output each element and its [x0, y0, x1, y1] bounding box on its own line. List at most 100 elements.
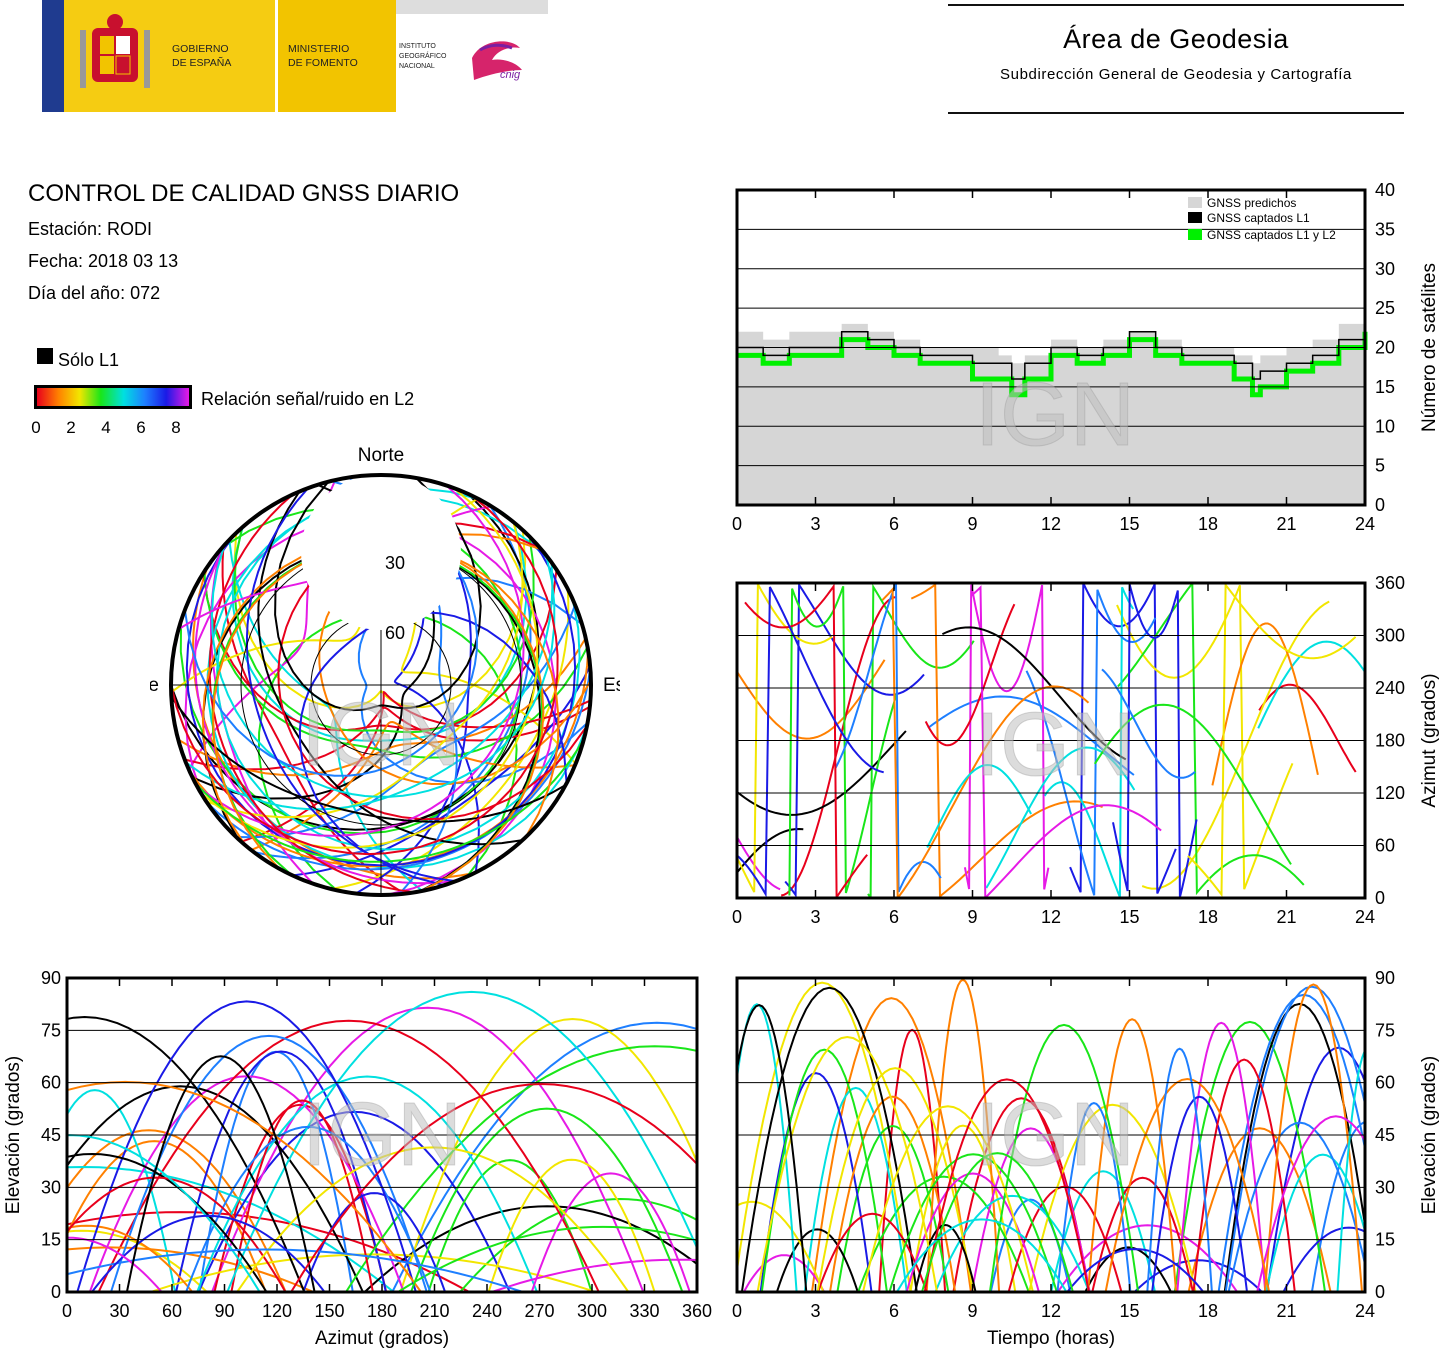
x-tick-label: 0 [732, 1301, 742, 1321]
legend-swatch [1188, 229, 1202, 240]
elevation-azimuth-track [397, 1225, 697, 1292]
elevation-azimuth-track [150, 1253, 596, 1292]
azimuth-track [1116, 584, 1294, 890]
elevation-time-track [811, 997, 972, 1292]
x-tick-label: 6 [889, 514, 899, 534]
y-tick-label: 240 [1375, 678, 1405, 698]
elevation-time-track [1336, 1049, 1365, 1292]
ign-watermark: IGN [302, 1085, 462, 1185]
y-tick-label: 90 [1375, 968, 1395, 988]
y-tick-label: 180 [1375, 731, 1405, 751]
institutional-logo-bar: GOBIERNO DE ESPAÑA MINISTERIO DE FOMENTO… [42, 0, 548, 112]
elevation-time-track [923, 1078, 1090, 1292]
y-tick-label: 15 [1375, 1230, 1395, 1250]
elevation-azimuth-track [185, 1125, 432, 1292]
x-tick-label: 3 [810, 514, 820, 534]
direction-label-west: Oeste [150, 675, 159, 696]
x-tick-label: 6 [889, 907, 899, 927]
snr-tick-label: 0 [31, 418, 40, 437]
azimuth-track [1258, 683, 1357, 773]
azimuth-tracks [737, 583, 1365, 898]
direction-label-north: Norte [358, 445, 404, 466]
elevation-time-track [1104, 1077, 1271, 1292]
cnig-logo-icon: cnig [472, 41, 522, 81]
elevation-azimuth-track [125, 1055, 316, 1292]
skyplot-track [185, 562, 554, 811]
y-tick-label: 0 [51, 1282, 61, 1302]
elevation-time-track [1146, 1047, 1213, 1292]
elevation-time-track [914, 1223, 977, 1292]
x-tick-label: 24 [1355, 514, 1375, 534]
azimuth-track [963, 584, 1050, 890]
elevation-time-track [740, 986, 918, 1292]
elevation-time-track [737, 981, 912, 1292]
x-tick-label: 3 [810, 907, 820, 927]
x-tick-label: 18 [1198, 1301, 1218, 1321]
elevation-time-track [742, 1254, 826, 1292]
elevation-time-track [803, 1086, 908, 1292]
azimuth-track [1069, 583, 1177, 894]
elevation-time-track [1223, 1002, 1365, 1292]
elevation-azimuth-track [67, 1129, 287, 1292]
elevation-azimuth-track [67, 1211, 470, 1292]
elevation-time-track [1227, 1121, 1365, 1292]
skyplot-track [210, 544, 556, 798]
elevation-azimuth-track [487, 1158, 656, 1292]
y-axis-label: Número de satélites [1419, 263, 1440, 432]
skyplot-track [246, 487, 457, 883]
x-tick-label: 270 [524, 1301, 554, 1321]
y-tick-label: 90 [41, 968, 61, 988]
y-tick-label: 300 [1375, 626, 1405, 646]
svg-text:NACIONAL: NACIONAL [399, 63, 435, 70]
elevation-azimuth-track [97, 1019, 600, 1292]
azimuth-track [737, 730, 907, 816]
x-tick-label: 3 [810, 1301, 820, 1321]
elevation-time-track [921, 1152, 1074, 1292]
skyplot-chart: 30 60 Norte Sur Este Oeste IGN [150, 445, 620, 930]
elevation-time-track [952, 1097, 1091, 1292]
elevation-azimuth-track [427, 1159, 593, 1292]
snr-tick-labels: 0 2 4 6 8 [31, 418, 180, 437]
elevation-time-track [1310, 1120, 1365, 1292]
elevation-time-track [1050, 1170, 1156, 1292]
elevation-azimuth-track [67, 1015, 306, 1292]
elevation-time-track [1151, 1095, 1248, 1292]
legend-swatch [1188, 197, 1202, 208]
y-tick-label: 15 [1375, 377, 1395, 397]
x-tick-label: 6 [889, 1301, 899, 1321]
x-axis-label: Azimut (grados) [315, 1328, 449, 1349]
elevation-azimuth-track [213, 1103, 388, 1292]
elevation-time-track [1084, 1246, 1172, 1292]
elevation-time-tracks [737, 978, 1365, 1292]
skyplot-track [292, 665, 591, 877]
elevation-time-track [1266, 1046, 1365, 1292]
skyplot-track [257, 490, 523, 846]
elevation-time-track [1256, 1115, 1365, 1292]
area-subtitle: Subdirección General de Geodesia y Carto… [1000, 66, 1352, 83]
y-tick-label: 0 [1375, 1282, 1385, 1302]
elevation-time-track [1056, 1224, 1239, 1292]
x-tick-label: 12 [1041, 514, 1061, 534]
elevation-azimuth-track [290, 1082, 697, 1292]
x-tick-label: 9 [967, 1301, 977, 1321]
x-tick-label: 210 [419, 1301, 449, 1321]
elevation-azimuth-track [91, 1214, 326, 1292]
x-tick-label: 21 [1276, 907, 1296, 927]
x-tick-label: 15 [1119, 514, 1139, 534]
elevation-ring-label: 60 [385, 623, 405, 643]
azimuth-track [737, 659, 886, 740]
y-tick-label: 60 [41, 1073, 61, 1093]
azimuth-track [780, 596, 897, 897]
x-tick-label: 18 [1198, 514, 1218, 534]
x-tick-label: 150 [314, 1301, 344, 1321]
elevation-time-track [1282, 1226, 1365, 1292]
skyplot-track [183, 480, 479, 777]
x-tick-label: 21 [1276, 514, 1296, 534]
azimuth-track [926, 763, 1032, 848]
skyplot-track [298, 611, 568, 887]
elevation-time-track [759, 1072, 873, 1292]
x-tick-label: 240 [472, 1301, 502, 1321]
azimuth-track [1257, 640, 1365, 729]
elevation-time-track [1187, 1127, 1332, 1292]
